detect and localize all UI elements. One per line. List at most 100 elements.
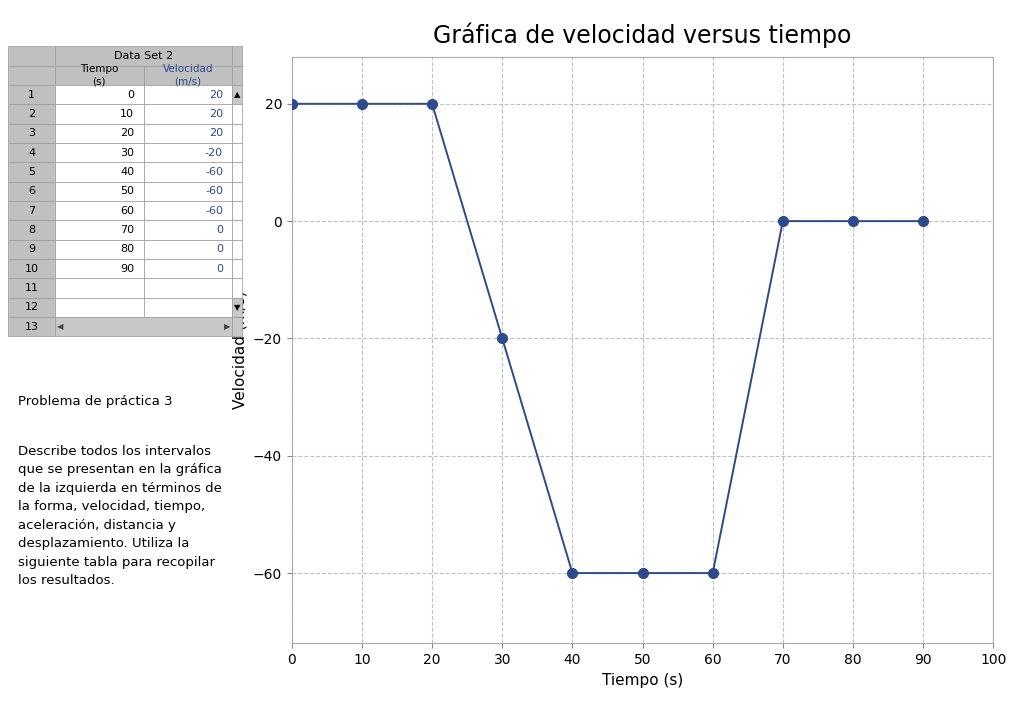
Text: -60: -60	[205, 186, 223, 196]
Text: ▼: ▼	[233, 303, 241, 311]
Bar	[143, 297, 232, 317]
Bar	[143, 220, 232, 240]
Text: 80: 80	[120, 244, 134, 255]
Bar	[55, 105, 143, 124]
Bar	[55, 240, 143, 259]
Bar	[8, 181, 55, 201]
Bar	[143, 201, 232, 220]
Bar	[232, 259, 242, 278]
Bar	[232, 46, 242, 65]
Bar	[232, 105, 242, 124]
Text: -60: -60	[205, 205, 223, 215]
Bar	[8, 201, 55, 220]
Text: 8: 8	[28, 225, 35, 235]
Bar	[55, 220, 143, 240]
Bar	[232, 297, 242, 317]
Text: 1: 1	[28, 90, 35, 100]
Bar	[55, 65, 143, 85]
Text: 13: 13	[25, 321, 39, 331]
Title: Gráfica de velocidad versus tiempo: Gráfica de velocidad versus tiempo	[433, 23, 852, 48]
Text: 5: 5	[28, 167, 35, 177]
Bar	[232, 317, 242, 336]
Text: 30: 30	[120, 147, 134, 158]
Bar	[143, 259, 232, 278]
Bar	[143, 278, 232, 297]
Bar	[232, 85, 242, 105]
Bar	[55, 181, 143, 201]
Bar	[8, 278, 55, 297]
Bar	[8, 65, 55, 85]
Text: -20: -20	[205, 147, 223, 158]
Text: 6: 6	[28, 186, 35, 196]
Bar	[8, 105, 55, 124]
Bar	[8, 46, 55, 65]
Text: 90: 90	[120, 264, 134, 274]
Text: 3: 3	[28, 128, 35, 138]
Bar	[8, 317, 55, 336]
Text: Tiempo
(s): Tiempo (s)	[80, 65, 119, 86]
Bar	[55, 317, 232, 336]
Text: -60: -60	[205, 167, 223, 177]
Bar	[143, 181, 232, 201]
Bar	[232, 278, 242, 297]
Text: 0: 0	[216, 225, 223, 235]
Bar	[143, 65, 232, 85]
Bar	[232, 124, 242, 143]
Bar	[143, 240, 232, 259]
Bar	[143, 162, 232, 181]
Bar	[55, 278, 143, 297]
Text: 60: 60	[120, 205, 134, 215]
Text: 20: 20	[209, 90, 223, 100]
Bar	[143, 105, 232, 124]
Text: ◀: ◀	[57, 322, 63, 331]
Bar	[232, 201, 242, 220]
Bar	[8, 162, 55, 181]
Text: 20: 20	[209, 109, 223, 119]
Text: 4: 4	[28, 147, 35, 158]
Text: Problema de práctica 3: Problema de práctica 3	[18, 395, 173, 407]
Text: Data Set 2: Data Set 2	[114, 51, 173, 61]
Text: Describe todos los intervalos
que se presentan en la gráfica
de la izquierda en : Describe todos los intervalos que se pre…	[18, 445, 222, 587]
Text: 9: 9	[28, 244, 35, 255]
Bar	[8, 297, 55, 317]
Text: 0: 0	[216, 264, 223, 274]
Bar	[55, 259, 143, 278]
Bar	[55, 201, 143, 220]
Bar	[8, 259, 55, 278]
Text: 40: 40	[120, 167, 134, 177]
X-axis label: Tiempo (s): Tiempo (s)	[602, 673, 683, 688]
Text: Velocidad
(m/s): Velocidad (m/s)	[163, 65, 213, 86]
Text: 12: 12	[25, 302, 39, 312]
Text: 70: 70	[120, 225, 134, 235]
Bar	[232, 162, 242, 181]
Bar	[8, 220, 55, 240]
Bar	[143, 124, 232, 143]
Text: 10: 10	[25, 264, 39, 274]
Bar	[232, 181, 242, 201]
Bar	[55, 143, 143, 162]
Text: ▶: ▶	[223, 322, 230, 331]
Bar	[55, 85, 143, 105]
Text: 20: 20	[209, 128, 223, 138]
Bar	[8, 124, 55, 143]
Bar	[8, 240, 55, 259]
Bar	[8, 143, 55, 162]
Text: 0: 0	[127, 90, 134, 100]
Text: 0: 0	[216, 244, 223, 255]
Y-axis label: Velocidad (m/s): Velocidad (m/s)	[232, 291, 248, 410]
Text: 20: 20	[120, 128, 134, 138]
Text: ▲: ▲	[233, 90, 241, 99]
Text: 10: 10	[120, 109, 134, 119]
Bar	[232, 65, 242, 85]
Bar	[232, 240, 242, 259]
Bar	[232, 220, 242, 240]
Text: 11: 11	[25, 283, 39, 293]
Bar	[55, 162, 143, 181]
Bar	[232, 143, 242, 162]
Bar	[55, 46, 232, 65]
Bar	[143, 143, 232, 162]
Bar	[55, 124, 143, 143]
Text: 2: 2	[28, 109, 35, 119]
Bar	[8, 85, 55, 105]
Text: 7: 7	[28, 205, 35, 215]
